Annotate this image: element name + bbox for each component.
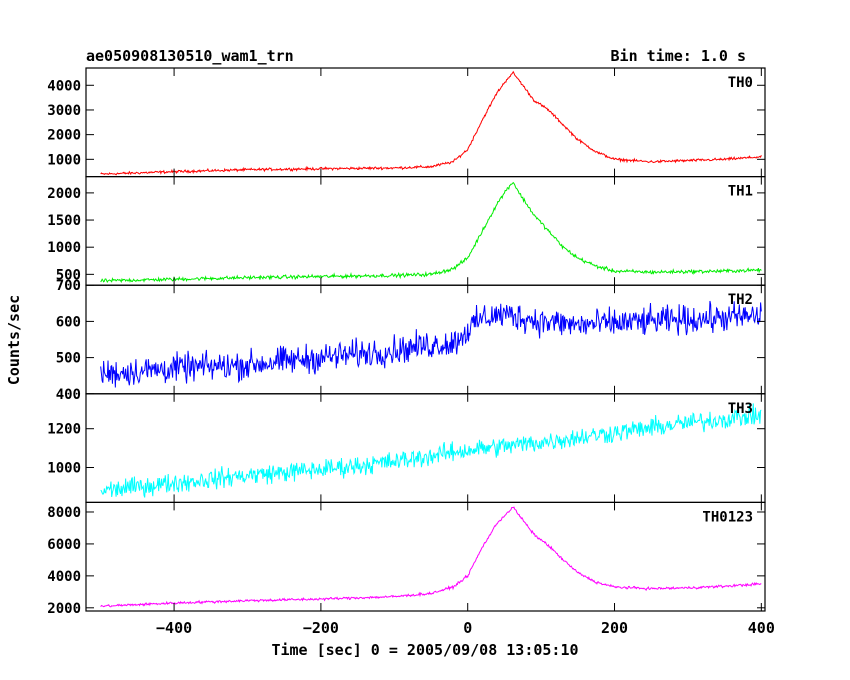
panel-label-th2: TH2 (728, 292, 753, 308)
panel-frame-th2 (85, 284, 766, 395)
y-tick-label: 500 (56, 351, 81, 367)
y-tick-label: 1500 (47, 213, 81, 229)
y-tick-label: 400 (56, 387, 81, 403)
panel-label-th0: TH0 (728, 75, 753, 91)
series-line-th2 (100, 300, 762, 388)
y-tick-label: 700 (56, 278, 81, 294)
series-line-th0 (100, 70, 762, 176)
y-tick-label: 600 (56, 314, 81, 330)
y-tick-label: 6000 (47, 537, 81, 553)
panel-label-th1: TH1 (728, 184, 753, 200)
chart-title: ae050908130510_wam1_trn (86, 47, 294, 65)
y-axis-label: Counts/sec (5, 295, 23, 385)
y-tick-label: 2000 (47, 601, 81, 617)
series-line-th0123 (100, 506, 762, 608)
panel-frame-th3 (85, 393, 766, 503)
x-tick-label: 0 (463, 619, 472, 637)
panel-label-th0123: TH0123 (702, 509, 753, 525)
bin-time-label: Bin time: 1.0 s (611, 47, 746, 65)
x-tick-label: 400 (748, 619, 775, 637)
y-tick-label: 2000 (47, 128, 81, 144)
x-tick-label: −400 (156, 619, 192, 637)
y-tick-label: 1200 (47, 422, 81, 438)
x-tick-label: 200 (601, 619, 628, 637)
y-tick-label: 1000 (47, 152, 81, 168)
series-line-th3 (100, 403, 762, 498)
y-tick-label: 4000 (47, 569, 81, 585)
y-tick-label: 1000 (47, 460, 81, 476)
y-tick-label: 3000 (47, 103, 81, 119)
y-tick-label: 500 (56, 267, 81, 283)
panel-label-th3: TH3 (728, 401, 753, 417)
y-tick-label: 8000 (47, 505, 81, 521)
y-tick-label: 1000 (47, 240, 81, 256)
y-tick-label: 4000 (47, 78, 81, 94)
y-tick-label: 2000 (47, 186, 81, 202)
series-line-th1 (100, 181, 762, 284)
panel-frame-th1 (85, 176, 766, 286)
x-axis-label: Time [sec] 0 = 2005/09/08 13:05:10 (271, 641, 578, 659)
panel-frame-th0123 (85, 501, 766, 612)
x-tick-label: −200 (303, 619, 339, 637)
